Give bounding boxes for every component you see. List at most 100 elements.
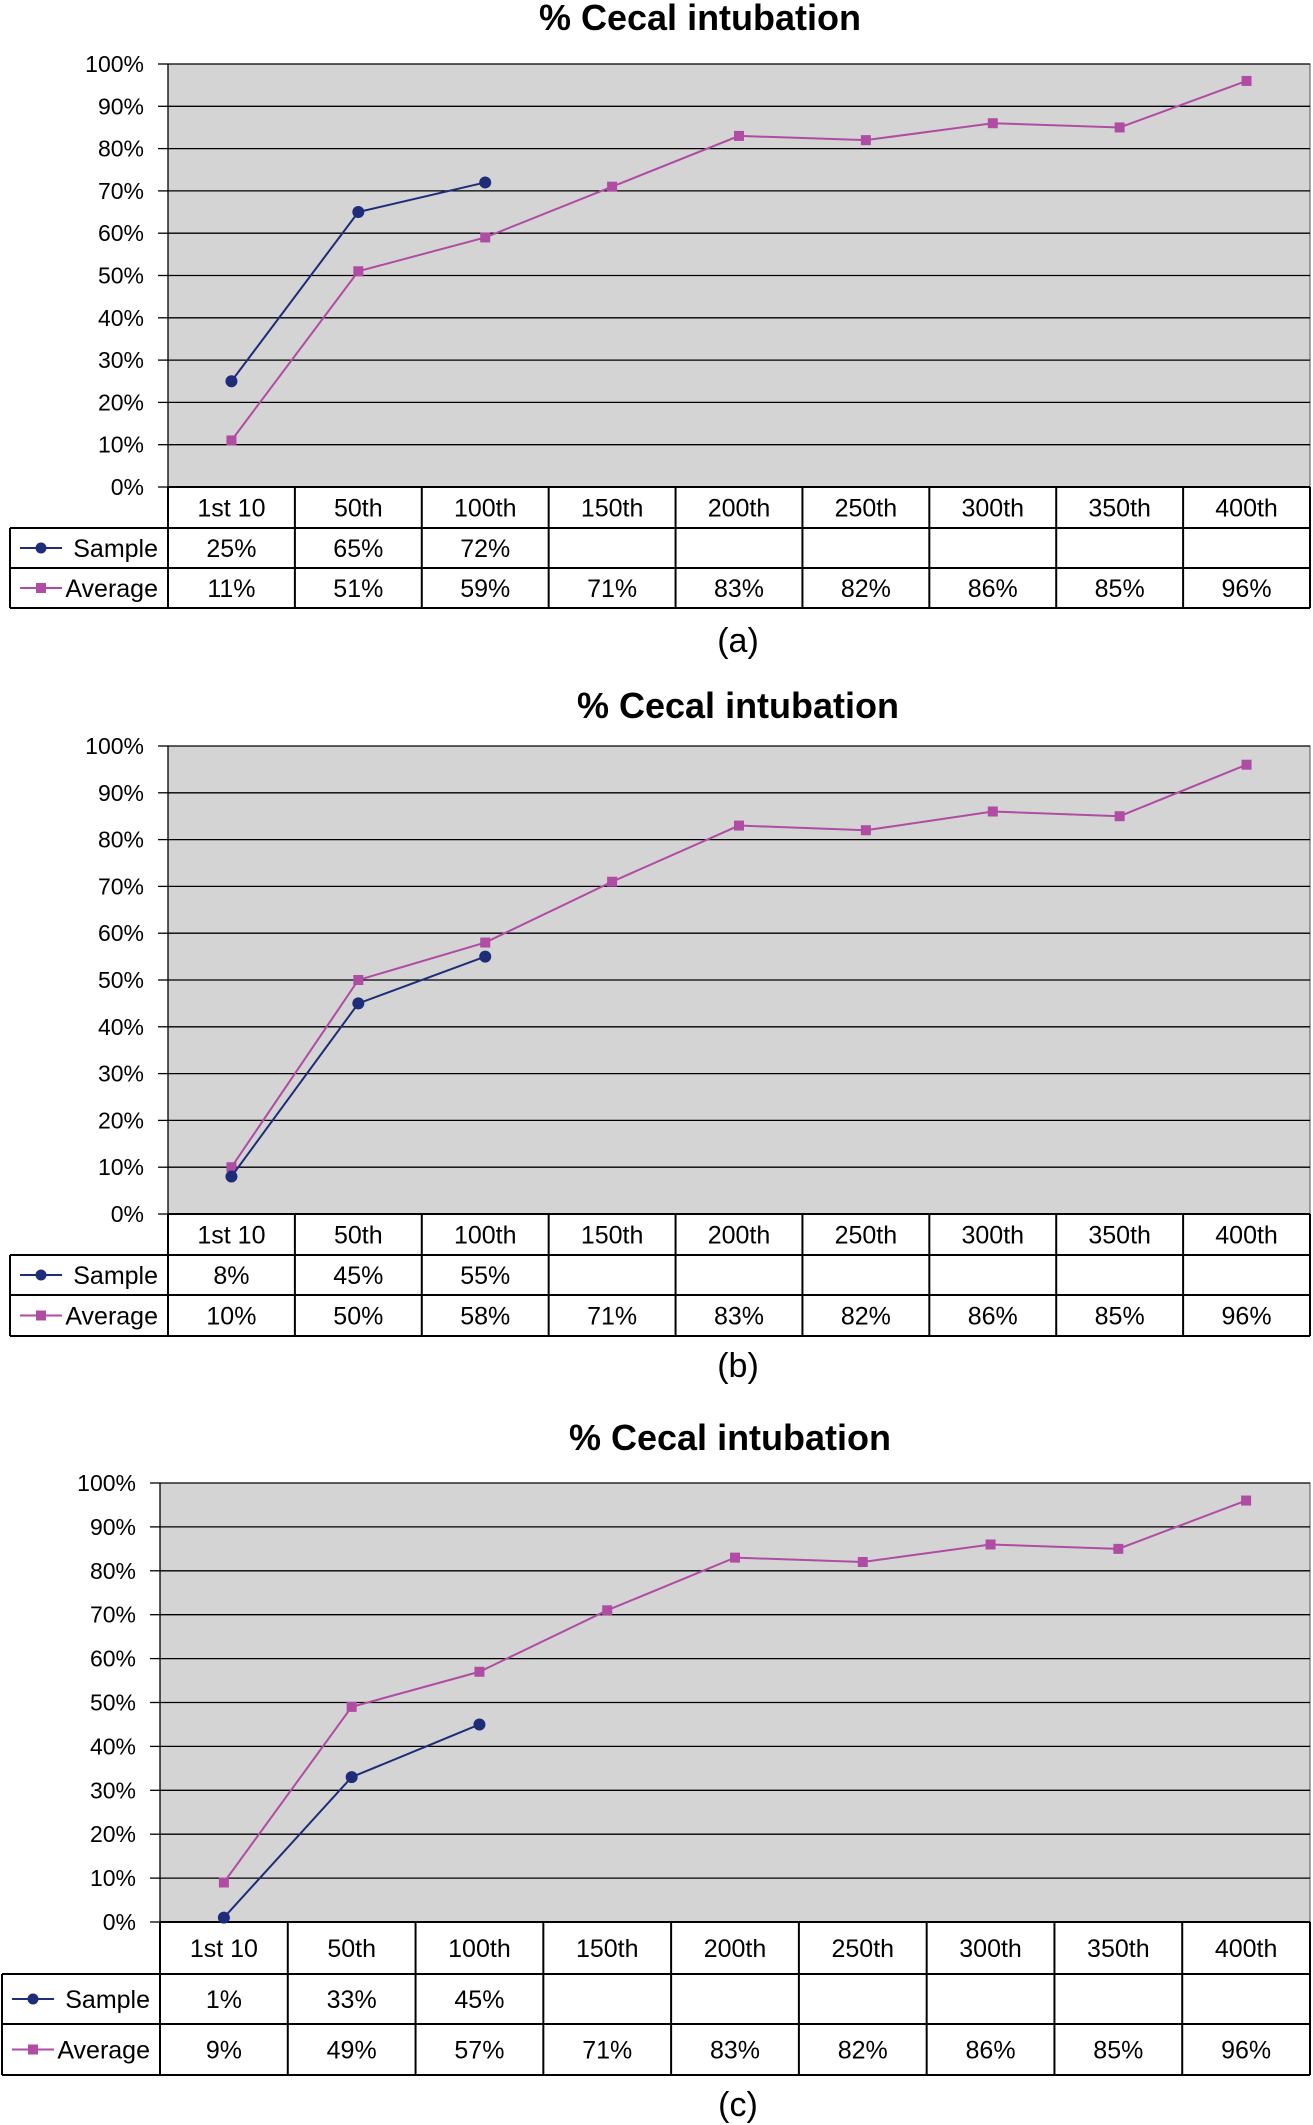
data-point-average: [734, 820, 744, 831]
y-tick-label: 10%: [98, 432, 144, 458]
category-label: 1st 10: [197, 1222, 265, 1250]
data-point-sample: [479, 176, 492, 189]
data-point-average: [1113, 1543, 1124, 1554]
data-point-average: [1241, 1495, 1252, 1506]
data-label: 82%: [838, 2037, 888, 2065]
data-label: 1%: [206, 1986, 242, 2014]
legend-label: Average: [65, 575, 158, 603]
chart-panel-b: % Cecal intubation 0% 10% 20% 30% 40% 50% 60% 70…: [9, 685, 1311, 1385]
data-point-average: [602, 1605, 613, 1616]
panel-label: (a): [717, 622, 759, 660]
data-point-sample: [225, 375, 238, 388]
data-point-average: [985, 1539, 996, 1550]
data-point-sample: [473, 1718, 486, 1731]
data-label: 33%: [327, 1986, 377, 2014]
chart-panel-c: % Cecal intubation 0% 10% 20% 30% 40% 50% 60% 70…: [1, 1417, 1311, 2124]
category-label: 400th: [1215, 1222, 1278, 1250]
data-point-average: [987, 806, 998, 817]
y-tick-label: 90%: [98, 780, 144, 806]
data-point-average: [218, 1877, 229, 1888]
y-tick-label: 40%: [98, 305, 144, 331]
legend-key-marker: [36, 583, 46, 593]
y-tick-label: 60%: [90, 1646, 136, 1672]
legend-label: Sample: [73, 1262, 158, 1290]
data-label: 96%: [1222, 1303, 1272, 1331]
category-label: 350th: [1088, 1222, 1151, 1250]
data-point-sample: [352, 997, 365, 1010]
y-tick-label: 100%: [77, 1470, 136, 1496]
y-tick-label: 50%: [98, 967, 144, 993]
panel-label: (b): [717, 1347, 759, 1385]
data-point-average: [346, 1701, 357, 1712]
data-table: 1st 10 50th 100th 150th 200th 250th 300th 350th…: [9, 486, 1311, 609]
data-point-average: [226, 1162, 237, 1173]
legend-key-marker: [36, 1310, 46, 1321]
data-point-average: [474, 1666, 485, 1677]
y-tick-label: 100%: [85, 733, 144, 759]
data-point-average: [857, 1557, 868, 1568]
data-label: 49%: [327, 2037, 377, 2065]
data-point-average: [480, 232, 491, 243]
y-tick-label: 30%: [98, 1061, 144, 1087]
data-label: 58%: [460, 1303, 510, 1331]
y-tick-label: 40%: [98, 1014, 144, 1040]
y-tick-label: 80%: [98, 136, 144, 162]
data-label: 57%: [454, 2037, 504, 2065]
y-tick-label: 70%: [90, 1602, 136, 1628]
y-tick-label: 50%: [98, 263, 144, 289]
data-point-average: [730, 1552, 740, 1563]
y-tick-label: 50%: [90, 1690, 136, 1716]
y-tick-label: 10%: [90, 1865, 136, 1891]
data-label: 96%: [1221, 2037, 1271, 2065]
y-tick-label: 0%: [111, 1201, 144, 1227]
y-tick-label: 30%: [98, 347, 144, 373]
data-label: 83%: [714, 575, 764, 603]
data-point-sample: [225, 1170, 238, 1183]
category-label: 50th: [327, 1935, 376, 1963]
category-label: 300th: [959, 1935, 1022, 1963]
category-label: 200th: [708, 495, 771, 523]
category-label: 150th: [576, 1935, 639, 1963]
category-label: 150th: [581, 1222, 644, 1250]
legend-label: Sample: [65, 1986, 150, 2014]
y-tick-label: 70%: [98, 873, 144, 899]
data-label: 83%: [710, 2037, 760, 2065]
data-point-average: [860, 825, 871, 836]
data-point-average: [1241, 75, 1252, 86]
data-label: 86%: [966, 2037, 1016, 2065]
data-point-average: [480, 937, 491, 948]
y-tick-label: 90%: [90, 1514, 136, 1540]
data-label: 45%: [333, 1262, 383, 1290]
data-label: 71%: [582, 2037, 632, 2065]
category-label: 300th: [961, 495, 1024, 523]
data-label: 71%: [587, 1303, 637, 1331]
panel-label: (c): [718, 2086, 758, 2124]
category-label: 400th: [1215, 495, 1278, 523]
chart-panel-a: % Cecal intubation 0% 10% 20% 30% 40% 50% 60% 70…: [9, 0, 1311, 660]
data-label: 86%: [968, 575, 1018, 603]
data-label: 71%: [587, 575, 637, 603]
y-tick-label: 10%: [98, 1154, 144, 1180]
data-point-average: [860, 135, 871, 146]
category-label: 250th: [835, 1222, 898, 1250]
data-label: 9%: [206, 2037, 242, 2065]
legend-label: Average: [57, 2037, 150, 2065]
chart-title: % Cecal intubation: [539, 0, 861, 38]
y-tick-label: 70%: [98, 178, 144, 204]
data-label: 59%: [460, 575, 510, 603]
chart-title: % Cecal intubation: [577, 685, 899, 726]
y-tick-label: 20%: [90, 1821, 136, 1847]
data-label: 8%: [213, 1262, 249, 1290]
category-label: 100th: [454, 495, 517, 523]
y-tick-label: 60%: [98, 920, 144, 946]
category-label: 250th: [831, 1935, 894, 1963]
y-tick-label: 80%: [90, 1558, 136, 1584]
data-label: 82%: [841, 1303, 891, 1331]
data-label: 85%: [1095, 575, 1145, 603]
category-label: 350th: [1088, 495, 1151, 523]
y-tick-label: 80%: [98, 827, 144, 853]
data-point-sample: [345, 1771, 358, 1784]
legend-key-marker: [28, 2044, 38, 2055]
category-label: 50th: [334, 1222, 383, 1250]
